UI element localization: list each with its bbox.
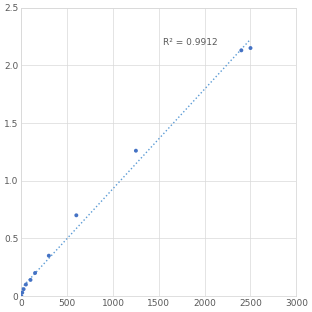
Point xyxy=(23,282,28,287)
Point xyxy=(46,253,51,258)
Point xyxy=(32,271,37,275)
Point xyxy=(28,277,33,282)
Point xyxy=(19,294,24,299)
Point xyxy=(134,148,139,153)
Point xyxy=(20,290,25,295)
Point xyxy=(21,287,26,292)
Point xyxy=(248,46,253,51)
Text: R² = 0.9912: R² = 0.9912 xyxy=(163,38,218,47)
Point xyxy=(239,48,244,53)
Point xyxy=(74,213,79,218)
